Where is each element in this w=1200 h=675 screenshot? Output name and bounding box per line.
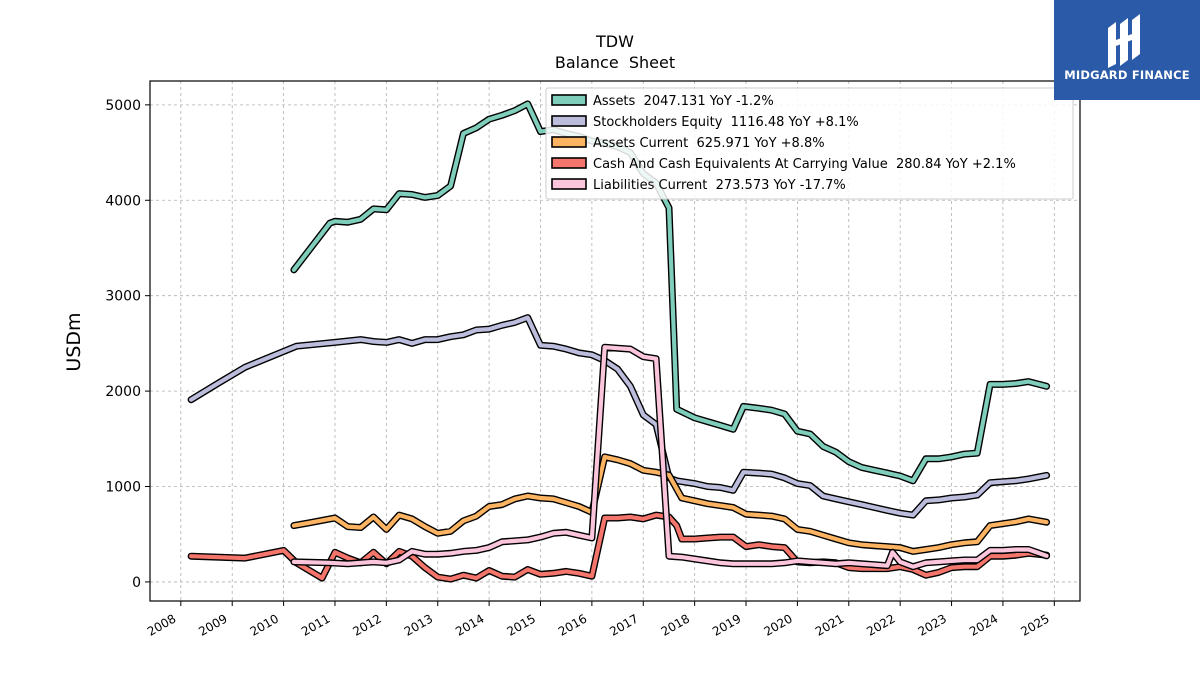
series-assets [290,100,1051,485]
chart-title: TDW [595,32,634,51]
series-line [291,101,1049,483]
y-tick-label: 5000 [105,98,141,114]
y-axis-label: USDm [63,312,85,371]
legend-entry: Cash And Cash Equivalents At Carrying Va… [593,157,1016,172]
legend-swatch [551,136,587,148]
midgard-finance-logo: MIDGARD FINANCE [1054,0,1200,100]
series-lines [187,100,1051,583]
legend-entry: Assets 2047.131 YoY -1.2% [593,94,774,109]
plot-frame [149,80,1081,602]
series-line [291,345,1049,569]
legend-entry: Stockholders Equity 1116.48 YoY +8.1% [593,115,859,130]
legend-entry: Assets Current 625.971 YoY +8.8% [593,136,825,151]
legend: Assets 2047.131 YoY -1.2% Stockholders Eq… [545,87,1074,200]
y-tick-label: 1000 [105,480,141,496]
y-tick-label: 4000 [105,193,141,209]
chart-subtitle: Balance Sheet [555,53,675,72]
y-tick-label: 0 [132,575,141,591]
logo-text: MIDGARD FINANCE [1064,68,1190,82]
legend-entry: Liabilities Current 273.573 YoY -17.7% [593,178,846,193]
series-assets-current [290,453,1051,555]
y-tick-label: 3000 [105,289,141,305]
legend-swatch [551,157,587,169]
legend-box [545,87,1074,200]
legend-swatch [551,115,587,127]
y-tick-label: 2000 [105,384,141,400]
series-liabilities-current [290,343,1051,571]
series-line [291,454,1049,554]
legend-swatch [551,178,587,190]
legend-swatch [551,94,587,106]
logo-mark-icon [1108,14,1140,68]
